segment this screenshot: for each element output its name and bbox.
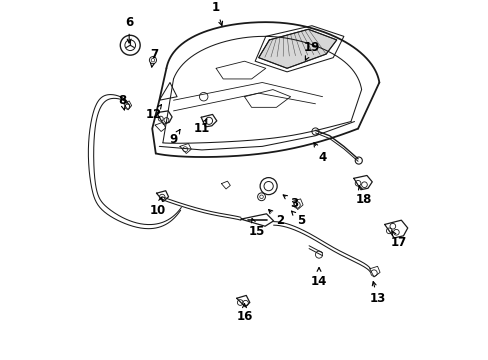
Text: 12: 12 (145, 105, 162, 121)
Text: 6: 6 (125, 16, 133, 43)
Text: 14: 14 (310, 267, 326, 288)
Text: 4: 4 (313, 143, 326, 163)
Text: 3: 3 (283, 195, 298, 210)
Text: 19: 19 (303, 41, 320, 60)
Polygon shape (258, 29, 336, 68)
Text: 2: 2 (268, 210, 284, 228)
Text: 15: 15 (248, 219, 264, 238)
Text: 10: 10 (149, 197, 165, 217)
Text: 7: 7 (150, 48, 158, 67)
Text: 1: 1 (212, 1, 222, 26)
Text: 9: 9 (169, 130, 180, 146)
Text: 16: 16 (236, 304, 252, 323)
Text: 18: 18 (354, 186, 371, 206)
Text: 8: 8 (118, 94, 126, 110)
Text: 13: 13 (369, 282, 385, 306)
Text: 11: 11 (193, 119, 210, 135)
Text: 5: 5 (291, 211, 305, 228)
Text: 17: 17 (390, 230, 406, 249)
